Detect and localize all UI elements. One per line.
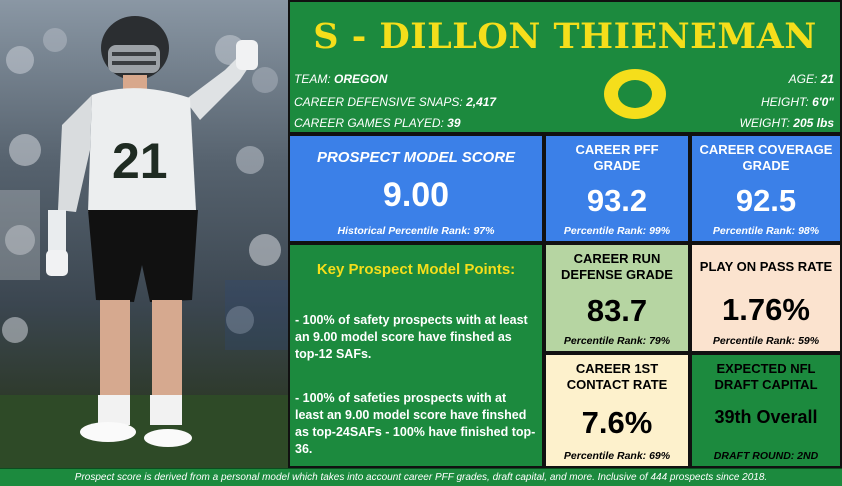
draft-capital-value: 39th Overall <box>714 407 818 427</box>
draft-capital-card: EXPECTED NFL DRAFT CAPITAL 39th Overall … <box>690 353 842 468</box>
pff-grade-rank: Percentile Rank: 99% <box>563 225 671 237</box>
pff-grade-value: 93.2 <box>586 183 648 218</box>
coverage-grade-rank: Percentile Rank: 98% <box>712 225 820 237</box>
weight-value: 205 lbs <box>793 116 834 130</box>
contact-rate-title-line1: CAREER 1ST <box>575 361 659 376</box>
pass-rate-card: PLAY ON PASS RATE 1.76% Percentile Rank:… <box>690 243 842 353</box>
key-point-1: - 100% of safety prospects with at least… <box>295 313 528 361</box>
key-point-2: - 100% of safeties prospects with at lea… <box>295 391 536 456</box>
snaps-value: 2,417 <box>466 95 497 109</box>
contact-rate-title: CAREER 1ST CONTACT RATE <box>546 361 688 393</box>
weight-label: WEIGHT: <box>739 116 790 130</box>
weight-info: WEIGHT: 205 lbs <box>740 116 834 130</box>
pass-rate-rank: Percentile Rank: 59% <box>712 335 820 347</box>
jersey-number: 21 <box>112 133 168 189</box>
games-value: 39 <box>447 116 461 130</box>
contact-rate-card: CAREER 1ST CONTACT RATE 7.6% Percentile … <box>544 353 690 468</box>
model-score-card: PROSPECT MODEL SCORE 9.00 Historical Per… <box>288 134 544 243</box>
coverage-grade-title: CAREER COVERAGE GRADE <box>692 142 840 174</box>
footer-note: Prospect score is derived from a persona… <box>0 468 842 486</box>
height-value: 6'0" <box>812 95 834 109</box>
draft-round: DRAFT ROUND: 2ND <box>713 450 819 462</box>
player-header: S - DILLON THIENEMAN TEAM: OREGON CAREER… <box>288 0 842 134</box>
draft-capital-title: EXPECTED NFL DRAFT CAPITAL <box>692 361 840 393</box>
run-defense-title-line1: CAREER RUN <box>573 251 661 266</box>
height-label: HEIGHT: <box>760 95 809 109</box>
run-defense-card: CAREER RUN DEFENSE GRADE 83.7 Percentile… <box>544 243 690 353</box>
contact-rate-value: 7.6% <box>581 405 653 440</box>
pass-rate-title: PLAY ON PASS RATE <box>699 259 833 274</box>
pff-grade-title: CAREER PFF GRADE <box>546 142 688 174</box>
coverage-grade-value: 92.5 <box>735 183 797 218</box>
run-defense-rank: Percentile Rank: 79% <box>563 335 671 347</box>
team-value: OREGON <box>334 72 388 86</box>
pff-grade-title-line2: GRADE <box>593 158 641 173</box>
pass-rate-value: 1.76% <box>722 292 810 327</box>
age-info: AGE: 21 <box>789 72 834 86</box>
player-title: S - DILLON THIENEMAN <box>313 16 817 57</box>
oregon-o-logo-icon <box>604 69 666 119</box>
model-score-rank: Historical Percentile Rank: 97% <box>337 225 495 237</box>
pff-grade-card: CAREER PFF GRADE 93.2 Percentile Rank: 9… <box>544 134 690 243</box>
games-info: CAREER GAMES PLAYED: 39 <box>294 116 461 130</box>
coverage-grade-card: CAREER COVERAGE GRADE 92.5 Percentile Ra… <box>690 134 842 243</box>
run-defense-title-line2: DEFENSE GRADE <box>561 267 673 282</box>
coverage-grade-title-line2: GRADE <box>742 158 790 173</box>
key-points-card: Key Prospect Model Points: - 100% of saf… <box>288 243 544 468</box>
contact-rate-rank: Percentile Rank: 69% <box>563 450 671 462</box>
team-label: TEAM: <box>294 72 331 86</box>
coverage-grade-title-line1: CAREER COVERAGE <box>699 142 833 157</box>
height-info: HEIGHT: 6'0" <box>761 95 834 109</box>
games-label: CAREER GAMES PLAYED: <box>294 116 444 130</box>
key-points-title: Key Prospect Model Points: <box>316 261 516 278</box>
player-photo: 21 <box>0 0 288 468</box>
draft-capital-title-line2: DRAFT CAPITAL <box>714 377 818 392</box>
run-defense-title: CAREER RUN DEFENSE GRADE <box>546 251 688 283</box>
contact-rate-title-line2: CONTACT RATE <box>566 377 668 392</box>
draft-capital-title-line1: EXPECTED NFL <box>716 361 816 376</box>
age-value: 21 <box>820 72 834 86</box>
model-score-value: 9.00 <box>382 176 450 214</box>
snaps-info: CAREER DEFENSIVE SNAPS: 2,417 <box>294 95 496 109</box>
run-defense-value: 83.7 <box>586 293 648 328</box>
team-info: TEAM: OREGON <box>294 72 387 86</box>
model-score-title: PROSPECT MODEL SCORE <box>316 149 516 166</box>
player-illustration: 21 <box>0 16 288 468</box>
age-label: AGE: <box>788 72 818 86</box>
snaps-label: CAREER DEFENSIVE SNAPS: <box>294 95 463 109</box>
pff-grade-title-line1: CAREER PFF <box>575 142 659 157</box>
